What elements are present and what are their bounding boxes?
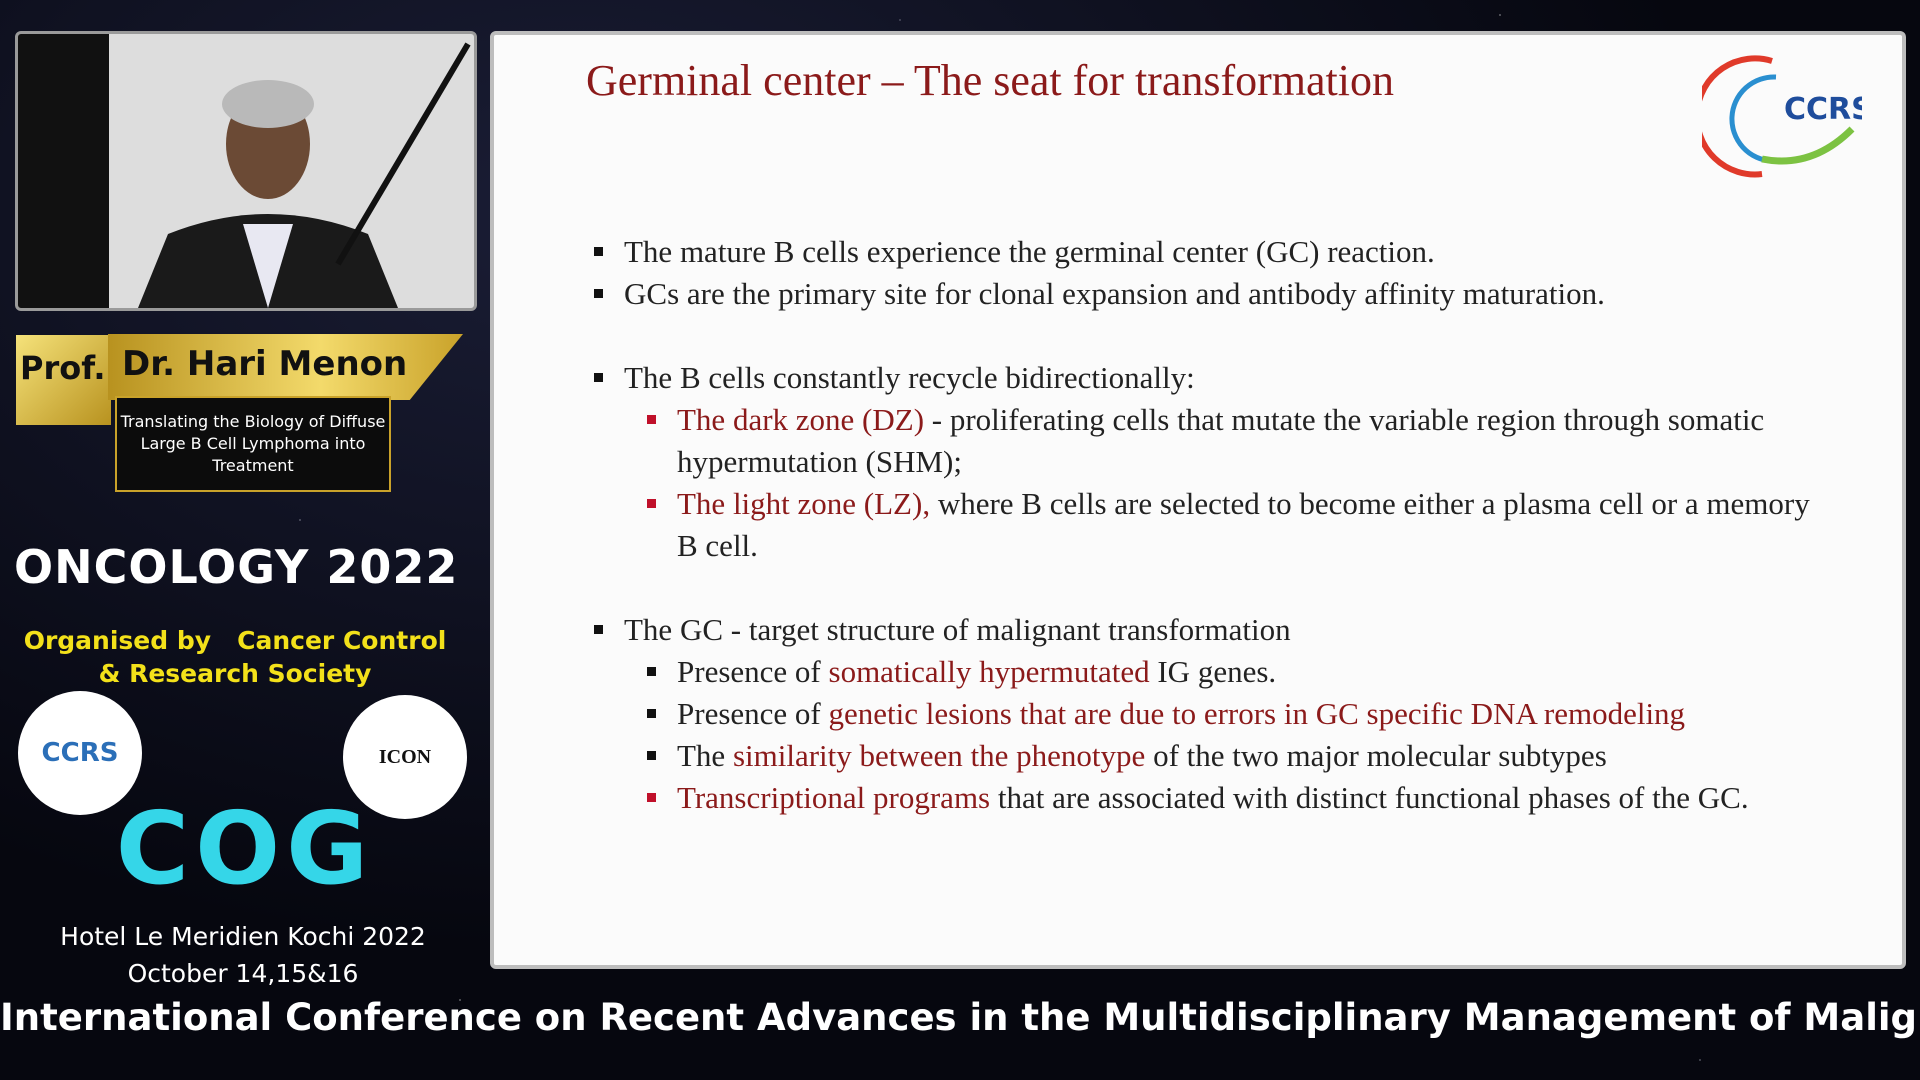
bullet-group: The GC - target structure of malignant t… xyxy=(594,609,1824,819)
bullet-text: The B cells constantly recycle bidirecti… xyxy=(624,360,1195,395)
bullet: The B cells constantly recycle bidirecti… xyxy=(594,357,1824,399)
bullet-text: The xyxy=(677,738,733,773)
honorific-badge: Prof. xyxy=(16,335,111,425)
bullet: Transcriptional programs that are associ… xyxy=(647,777,1824,819)
bullet-text: IG genes. xyxy=(1149,654,1277,689)
talk-title: Translating the Biology of Diffuse Large… xyxy=(120,412,386,475)
bullet: Presence of somatically hypermutated IG … xyxy=(647,651,1824,693)
bullet-marker xyxy=(647,667,656,676)
name-bar: Dr. Hari Menon xyxy=(108,334,463,400)
bullet-marker xyxy=(647,793,656,802)
bullet-marker xyxy=(594,247,603,256)
bullet-text: of the two major molecular subtypes xyxy=(1145,738,1607,773)
slide-logo: CCRS xyxy=(1693,49,1873,179)
bullet-list: The mature B cells experience the germin… xyxy=(594,231,1824,861)
bullet-marker xyxy=(594,289,603,298)
bullet-group: The B cells constantly recycle bidirecti… xyxy=(594,357,1824,567)
bullet-text: that are associated with distinct functi… xyxy=(990,780,1749,815)
event-name: ONCOLOGY 2022 xyxy=(14,540,459,594)
bullet-text: Transcriptional programs xyxy=(677,780,991,815)
bullet-text: where B cells are selected to become eit… xyxy=(677,486,1810,563)
logo-text: CCRS xyxy=(41,738,119,768)
bullet-text: - proliferating cells that mutate the va… xyxy=(677,402,1765,479)
bullet-marker xyxy=(594,373,603,382)
bullet-text: somatically hypermutated xyxy=(828,654,1150,689)
bullet-marker xyxy=(647,499,656,508)
honorific: Prof. xyxy=(20,349,106,387)
talk-title-box: Translating the Biology of Diffuse Large… xyxy=(115,396,391,492)
bullet-text: The mature B cells experience the germin… xyxy=(624,234,1435,269)
bullet: The GC - target structure of malignant t… xyxy=(594,609,1824,651)
speaker-name: Dr. Hari Menon xyxy=(122,344,408,384)
bullet: GCs are the primary site for clonal expa… xyxy=(594,273,1824,315)
bullet-text: genetic lesions that are due to errors i… xyxy=(828,696,1686,731)
speaker-video xyxy=(15,31,477,311)
bullet-group: The mature B cells experience the germin… xyxy=(594,231,1824,315)
bullet-marker xyxy=(647,751,656,760)
bullet-text: The dark zone (DZ) xyxy=(677,402,925,437)
logo-text: CCRS xyxy=(1784,92,1862,127)
bullet-text: The GC - target structure of malignant t… xyxy=(624,612,1291,647)
logo-art: CCRS xyxy=(1693,55,1873,178)
icon-logo: ICON xyxy=(343,695,467,819)
bullet: The similarity between the phenotype of … xyxy=(647,735,1824,777)
bullet: The light zone (LZ), where B cells are s… xyxy=(647,483,1824,567)
bullet-text: GCs are the primary site for clonal expa… xyxy=(624,276,1605,311)
bullet-text: Presence of xyxy=(677,654,829,689)
cog-logo: COG xyxy=(115,790,375,907)
speaker-figure xyxy=(138,42,471,308)
slide-title: Germinal center – The seat for transform… xyxy=(586,56,1394,105)
logo-text: ICON xyxy=(378,745,432,768)
slide: Germinal center – The seat for transform… xyxy=(490,31,1906,969)
bullet: The dark zone (DZ) - proliferating cells… xyxy=(647,399,1824,483)
bullet-marker xyxy=(647,415,656,424)
conference-banner: International Conference on Recent Advan… xyxy=(0,996,1920,1039)
bullet-text: Presence of xyxy=(677,696,829,731)
bullet: The mature B cells experience the germin… xyxy=(594,231,1824,273)
bullet-marker xyxy=(647,709,656,718)
ccrs-logo: CCRS xyxy=(18,691,142,815)
bullet-marker xyxy=(594,625,603,634)
venue: Hotel Le Meridien Kochi 2022 October 14,… xyxy=(60,922,426,988)
organiser: Organised by Cancer Control & Research S… xyxy=(23,626,447,688)
bullet: Presence of genetic lesions that are due… xyxy=(647,693,1824,735)
bullet-text: similarity between the phenotype xyxy=(732,738,1146,773)
bullet-text: The light zone (LZ), xyxy=(677,486,931,521)
